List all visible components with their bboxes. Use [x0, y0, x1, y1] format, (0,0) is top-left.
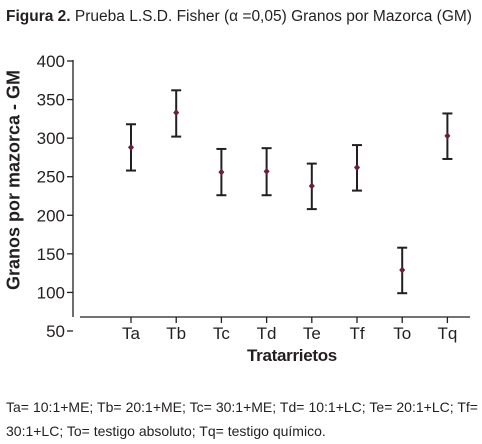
- x-tick-label: Ta: [122, 324, 141, 343]
- y-tick-label: 400: [37, 52, 65, 71]
- y-tick-label: 200: [37, 206, 65, 225]
- y-tick-label: 300: [37, 129, 65, 148]
- mean-point: [218, 168, 225, 176]
- figure-title: Figura 2. Prueba L.S.D. Fisher (α =0,05)…: [6, 8, 472, 26]
- y-tick-label: 150: [37, 245, 65, 264]
- x-tick-label: Tc: [213, 324, 231, 343]
- x-tick-label: Tq: [437, 324, 457, 343]
- x-tick-label: Te: [303, 324, 321, 343]
- x-tick-label: Td: [257, 324, 277, 343]
- x-tick-label: Tf: [349, 324, 364, 343]
- x-tick-label: To: [393, 324, 411, 343]
- mean-point: [354, 163, 360, 171]
- mean-point: [263, 167, 270, 175]
- mean-point: [308, 182, 315, 190]
- y-tick-label: 350: [37, 91, 65, 110]
- y-tick-label: 250: [37, 168, 65, 187]
- x-tick-label: Tb: [166, 324, 186, 343]
- mean-point: [173, 109, 180, 117]
- figure-title-text: Prueba L.S.D. Fisher (α =0,05) Granos po…: [74, 8, 472, 25]
- x-axis-label: Tratarrietos: [247, 346, 337, 365]
- figure-footnote: Ta= 10:1+ME; Tb= 20:1+ME; Tc= 30:1+ME; T…: [6, 399, 478, 439]
- mean-point: [399, 266, 406, 274]
- mean-point: [444, 132, 451, 140]
- figure-title-prefix: Figura 2.: [6, 8, 71, 25]
- y-tick-label: 50: [46, 322, 65, 341]
- mean-point: [128, 143, 134, 151]
- y-tick-label: 100: [37, 283, 65, 302]
